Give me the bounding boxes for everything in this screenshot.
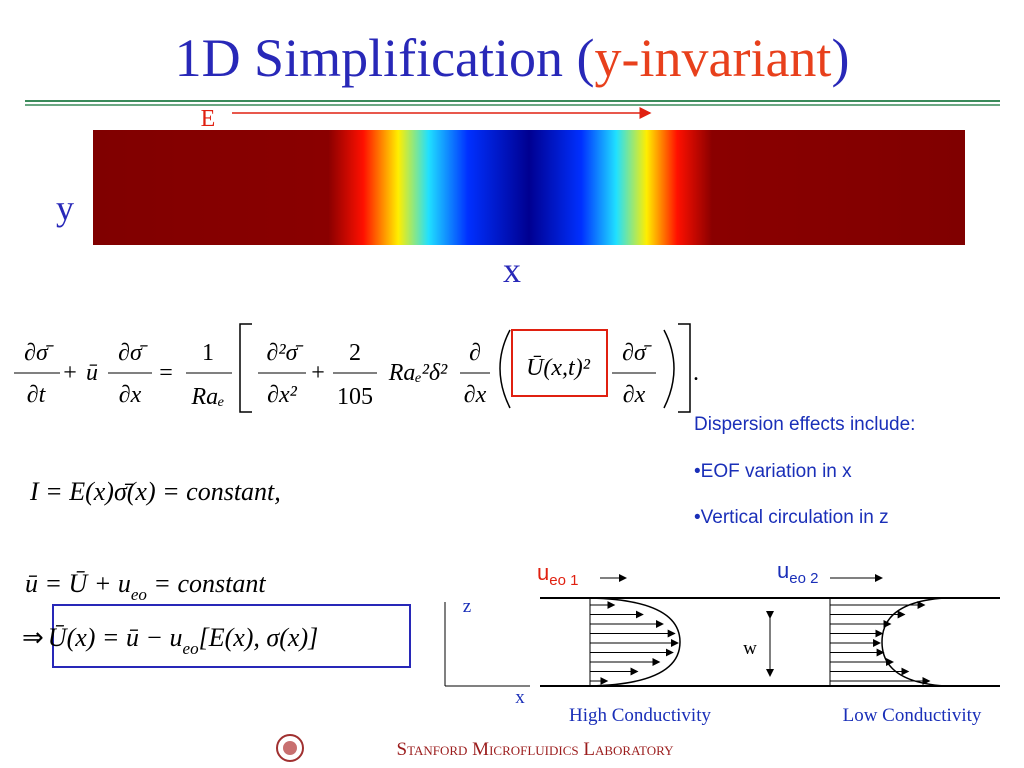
paren — [499, 329, 511, 409]
eq-token: ∂x — [623, 382, 646, 408]
field-label: E — [201, 106, 216, 132]
highlight-box — [511, 329, 608, 397]
eq-token: ⇒ — [22, 623, 44, 652]
eq-token: ∂x — [464, 382, 487, 408]
equation-2: I = E(x)σ̄(x) = constant, — [29, 477, 281, 506]
equation-3: ū = Ū + ueo = constant — [25, 569, 266, 604]
eq-token: ∂x — [119, 382, 142, 408]
velocity-symbol: u — [537, 560, 549, 585]
profile-arrows — [590, 601, 679, 685]
profile-arrows — [830, 601, 931, 685]
bracket — [678, 323, 691, 413]
diagram-caption: Low Conductivity — [843, 705, 982, 726]
note: Dispersion effects include: — [694, 414, 915, 435]
diagram-caption: High Conductivity — [569, 705, 711, 726]
title-part: 1D Simplification ( — [175, 28, 595, 88]
title-highlight: y-invariant — [595, 28, 832, 88]
flow-diagram: ueo 1 ueo 2 w z x High Conductivity Low … — [444, 558, 1000, 726]
eq-token: = constant — [147, 569, 266, 598]
logo — [283, 741, 297, 755]
eq-token: ∂x² — [267, 382, 298, 408]
eq-token: 105 — [337, 384, 373, 410]
eq-subscript: eo — [183, 639, 199, 658]
footer: Stanford Microfluidics Laboratory — [276, 734, 675, 762]
eq-token: ∂t — [27, 382, 47, 408]
eq-token: Ū(x,t)² — [526, 355, 591, 381]
title-part: ) — [831, 28, 849, 88]
velocity-label: ueo 1 — [537, 560, 578, 589]
velocity-label: ueo 2 — [777, 558, 818, 587]
footer-text: Stanford Microfluidics Laboratory — [397, 739, 675, 760]
title: 1D Simplification (y-invariant) — [175, 28, 850, 88]
eq-token: Ū(x) = ū − u — [48, 623, 183, 652]
paren — [663, 329, 675, 409]
result-box — [52, 604, 411, 668]
eq-token: + — [311, 360, 325, 386]
eq-subscript: eo — [131, 585, 147, 604]
eq-token: ∂ — [469, 340, 481, 366]
eq-token: + — [63, 360, 77, 386]
velocity-profile — [589, 597, 681, 687]
eq-token: ∂²σ̄ — [267, 340, 304, 366]
concentration-field — [93, 130, 965, 245]
note: •EOF variation in x — [694, 461, 852, 482]
eq-token: ∂σ̄ — [118, 340, 148, 366]
velocity-symbol: u — [777, 558, 789, 583]
eq-token: ū — [86, 360, 98, 386]
eq-token: ∂σ̄ — [622, 340, 652, 366]
eq-token: Raₑ — [191, 384, 225, 410]
x-axis-label: x — [503, 250, 521, 290]
width-label: w — [743, 638, 757, 659]
note: •Vertical circulation in z — [694, 507, 889, 528]
equation-4: ⇒ Ū(x) = ū − ueo[E(x), σ(x)] — [22, 623, 318, 658]
eq-token: 1 — [202, 340, 214, 366]
eq-token: . — [693, 360, 699, 386]
eq-token: [E(x), σ(x)] — [199, 623, 319, 652]
velocity-subscript: eo 2 — [789, 570, 818, 587]
velocity-profile — [881, 597, 946, 687]
eq-token: ∂σ̄ — [24, 340, 54, 366]
logo — [276, 734, 304, 762]
equation-1: ∂σ̄ ∂t + ū ∂σ̄ ∂x = 1 Raₑ ∂²σ̄ ∂x² + 2 1… — [14, 323, 699, 413]
eq-token: Raₑ²δ² — [388, 360, 448, 386]
axis-label: z — [463, 596, 471, 617]
bracket — [239, 323, 252, 413]
eq-token: 2 — [349, 340, 361, 366]
eq-token: = — [159, 360, 173, 386]
axis-label: x — [515, 687, 525, 708]
velocity-subscript: eo 1 — [549, 572, 578, 589]
y-axis-label: y — [56, 188, 74, 228]
eq-token: ū = Ū + u — [25, 569, 131, 598]
